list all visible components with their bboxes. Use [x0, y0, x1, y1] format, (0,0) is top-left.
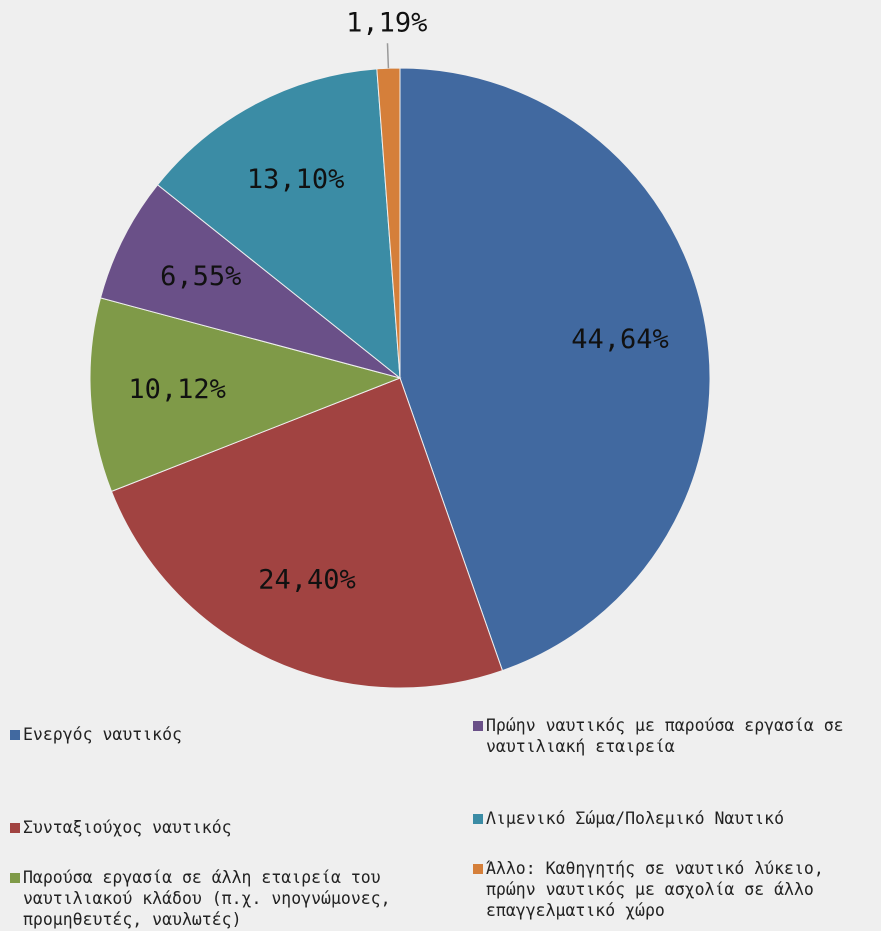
data-label: 6,55%	[160, 261, 241, 292]
data-label: 24,40%	[258, 564, 356, 595]
legend-swatch	[10, 730, 20, 740]
legend-swatch	[10, 823, 20, 833]
legend-swatch	[473, 721, 483, 731]
data-label: 44,64%	[571, 324, 669, 355]
legend-label: Πρώην ναυτικός με παρούσα εργασία σε ναυ…	[486, 716, 844, 756]
pie-slice	[89, 297, 402, 493]
legend-item: Παρούσα εργασία σε άλλη εταιρεία του ναυ…	[10, 867, 420, 930]
legend-swatch	[473, 814, 483, 824]
chart: 44,64% 24,40% 10,12% 6,55% 13,10% 1,19%	[89, 8, 711, 689]
legend-item: Πρώην ναυτικός με παρούσα εργασία σε ναυ…	[473, 715, 881, 757]
pie-slice	[156, 68, 401, 380]
legend-label: Παρούσα εργασία σε άλλη εταιρεία του ναυ…	[23, 868, 391, 929]
data-label: 1,19%	[346, 8, 427, 39]
legend-item: Άλλο: Καθηγητής σε ναυτικό λύκειο, πρώην…	[473, 858, 881, 921]
legend-label: Άλλο: Καθηγητής σε ναυτικό λύκειο, πρώην…	[486, 859, 824, 920]
legend-label: Ενεργός ναυτικός	[23, 725, 182, 744]
legend-item: Λιμενικό Σώμα/Πολεμικό Ναυτικό	[473, 808, 881, 829]
legend-label: Λιμενικό Σώμα/Πολεμικό Ναυτικό	[486, 809, 785, 828]
legend-item: Συνταξιούχος ναυτικός	[10, 817, 420, 838]
pie-slice	[110, 377, 504, 689]
legend-swatch	[10, 873, 20, 883]
pie-slice	[99, 184, 401, 379]
data-label: 10,12%	[128, 374, 226, 405]
legend: Ενεργός ναυτικός Συνταξιούχος ναυτικός Παρ…	[0, 700, 881, 931]
pie-slice	[399, 67, 711, 672]
legend-item: Ενεργός ναυτικός	[10, 724, 420, 745]
legend-label: Συνταξιούχος ναυτικός	[23, 818, 232, 837]
data-label: 13,10%	[247, 164, 345, 195]
leader-line	[386, 43, 390, 69]
legend-swatch	[473, 864, 483, 874]
